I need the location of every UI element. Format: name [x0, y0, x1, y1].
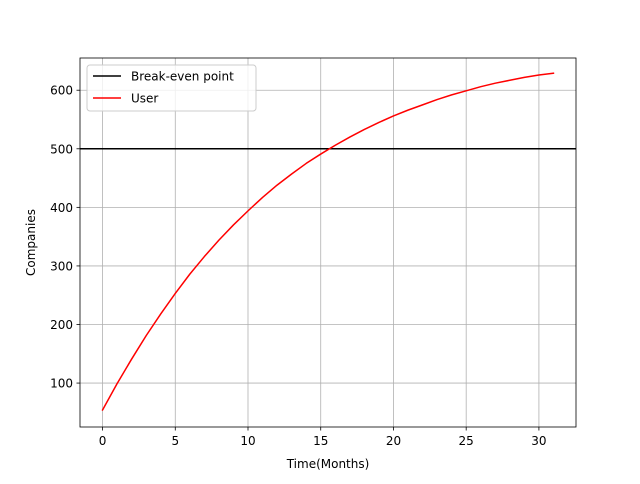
x-tick-label: 5 [171, 434, 179, 448]
legend-label-user: User [131, 92, 158, 106]
y-tick-label: 300 [50, 259, 73, 273]
x-axis-label: Time(Months) [286, 457, 370, 471]
legend: Break-even point User [86, 64, 257, 112]
y-axis-ticks: 100 200 300 400 500 600 [50, 84, 80, 391]
x-axis-ticks: 0 5 10 15 20 25 30 [99, 427, 547, 448]
plot-area [80, 58, 576, 427]
legend-label-break-even-point: Break-even point [131, 70, 234, 84]
series-line-user [101, 72, 555, 412]
x-tick-label: 0 [99, 434, 107, 448]
x-tick-label: 25 [459, 434, 474, 448]
y-tick-label: 200 [50, 318, 73, 332]
y-tick-label: 500 [50, 142, 73, 156]
plot-frame [79, 57, 577, 428]
y-tick-label: 400 [50, 201, 73, 215]
x-tick-label: 20 [386, 434, 401, 448]
x-tick-label: 10 [240, 434, 255, 448]
y-tick-label: 600 [50, 84, 73, 98]
series-lines [80, 72, 576, 412]
y-tick-label: 100 [50, 377, 73, 391]
grid-lines [80, 58, 576, 427]
y-axis-label: Companies [24, 209, 38, 276]
legend-box [86, 64, 257, 112]
x-tick-label: 15 [313, 434, 328, 448]
x-tick-label: 30 [531, 434, 546, 448]
